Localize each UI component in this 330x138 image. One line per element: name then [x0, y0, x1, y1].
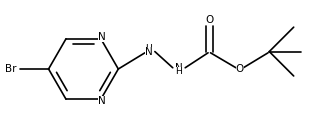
Text: N: N	[175, 63, 183, 73]
Text: Br: Br	[6, 64, 17, 74]
Text: N: N	[98, 96, 105, 106]
Text: H: H	[176, 67, 182, 76]
Text: O: O	[236, 64, 244, 74]
Text: O: O	[205, 15, 214, 25]
Text: H: H	[145, 44, 152, 53]
Text: N: N	[145, 47, 152, 57]
Text: N: N	[98, 32, 105, 42]
